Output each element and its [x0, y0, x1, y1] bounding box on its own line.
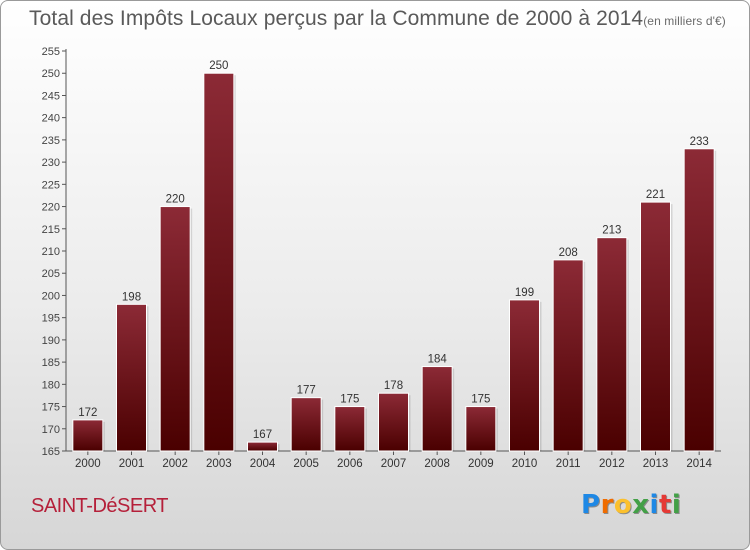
proxiti-logo[interactable]: Proxiti	[581, 490, 681, 520]
x-tick-label: 2007	[381, 458, 407, 470]
logo-letter: r	[600, 490, 614, 520]
x-tick-label: 2011	[556, 458, 581, 470]
logo-letter: i	[649, 490, 659, 520]
y-tick-label: 175	[42, 402, 60, 414]
x-tick-label: 2004	[250, 458, 276, 470]
x-tick-label: 2003	[206, 458, 232, 470]
x-tick-label: 2001	[119, 458, 145, 470]
data-label-2008: 184	[428, 354, 448, 366]
y-tick-label: 170	[42, 424, 60, 436]
x-tick-label: 2006	[337, 458, 363, 470]
bar-2001	[116, 303, 147, 452]
bar-2010	[509, 299, 540, 452]
y-tick-label: 250	[42, 68, 60, 80]
data-label-2002: 220	[166, 194, 185, 206]
chart-data-labels: 172 198 220 250 167 177 175 178 184 175 199 208 213 2…	[78, 60, 709, 441]
y-tick-label: 220	[42, 202, 60, 214]
bar-2013	[640, 201, 671, 452]
bar-2009	[465, 406, 497, 452]
x-tick-label: 2013	[643, 458, 669, 470]
commune-name: SAINT-DéSERT	[31, 495, 169, 517]
y-tick-label: 185	[42, 357, 60, 369]
y-tick-label: 180	[42, 379, 60, 391]
data-label-2007: 178	[384, 380, 403, 392]
y-tick-label: 210	[42, 246, 60, 258]
bar-2014	[683, 148, 715, 452]
x-tick-label: 2009	[468, 458, 494, 470]
x-tick-label: 2010	[512, 458, 538, 470]
y-tick-label: 205	[42, 268, 60, 280]
x-tick-label: 2002	[162, 458, 188, 470]
data-label-2012: 213	[602, 225, 621, 237]
y-tick-label: 190	[42, 335, 60, 347]
bar-2002	[159, 206, 191, 452]
y-tick-label: 195	[42, 313, 60, 325]
data-label-2001: 198	[122, 291, 141, 303]
logo-letter: P	[581, 490, 601, 520]
chart-unit: (en milliers d'€)	[643, 14, 726, 28]
x-tick-label: 2014	[686, 458, 712, 470]
logo-letter: o	[613, 490, 633, 520]
chart-bars	[72, 72, 717, 452]
y-tick-label: 225	[42, 179, 60, 191]
y-tick-label: 235	[42, 135, 60, 147]
data-label-2006: 175	[340, 394, 359, 406]
data-label-2014: 233	[690, 136, 709, 148]
x-tick-label: 2012	[599, 458, 625, 470]
y-tick-label: 230	[42, 157, 60, 169]
data-label-2013: 221	[646, 189, 665, 201]
data-label-2005: 177	[297, 385, 316, 397]
y-tick-label: 240	[42, 113, 60, 125]
data-label-2000: 172	[78, 407, 97, 419]
y-tick-label: 245	[42, 90, 60, 102]
chart-title-text: Total des Impôts Locaux perçus par la Co…	[29, 7, 644, 30]
data-label-2011: 208	[559, 247, 578, 259]
y-tick-label: 215	[42, 224, 60, 236]
bar-2008	[421, 366, 453, 452]
y-tick-label: 200	[42, 290, 60, 302]
bar-2006	[334, 406, 366, 452]
chart-title: Total des Impôts Locaux perçus par la Co…	[29, 7, 726, 31]
x-tick-label: 2008	[424, 458, 450, 470]
bar-2012	[596, 237, 628, 452]
logo-letter: t	[658, 490, 672, 520]
y-tick-label: 165	[42, 446, 60, 458]
data-label-2010: 199	[515, 287, 534, 299]
bar-2007	[378, 392, 409, 452]
data-label-2004: 167	[253, 429, 272, 441]
x-tick-label: 2005	[293, 458, 319, 470]
data-label-2009: 175	[471, 394, 490, 406]
logo-letter: i	[671, 490, 682, 520]
bar-2000	[72, 419, 104, 452]
logo-letter: x	[632, 490, 650, 520]
data-label-2003: 250	[209, 60, 228, 72]
bar-2003	[203, 72, 235, 452]
bar-2004	[247, 441, 278, 452]
x-tick-label: 2000	[75, 458, 101, 470]
bar-2005	[290, 397, 322, 452]
y-tick-label: 255	[42, 46, 60, 58]
bar-2011	[552, 259, 584, 452]
